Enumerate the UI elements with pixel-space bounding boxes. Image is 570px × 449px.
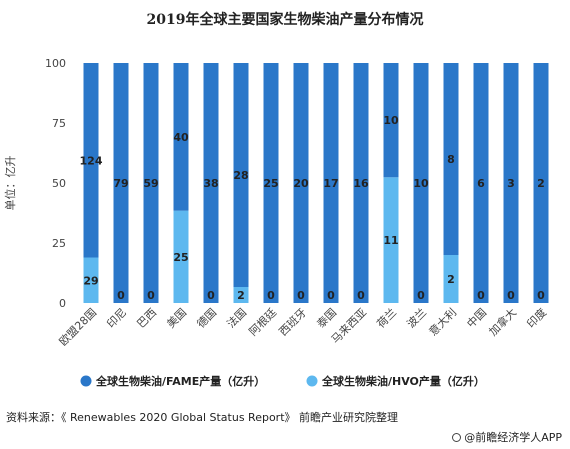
y-axis-label: 单位：亿升 [3, 156, 17, 211]
y-tick-label: 50 [52, 177, 66, 190]
data-label-fame: 10 [413, 177, 429, 190]
y-tick-label: 100 [45, 57, 66, 70]
bar-fame [173, 63, 189, 211]
bar-hvo [443, 255, 459, 303]
data-label-fame: 28 [233, 169, 248, 182]
data-label-hvo: 0 [117, 289, 125, 302]
data-label-fame: 38 [203, 177, 218, 190]
data-label-hvo: 0 [417, 289, 425, 302]
bar-fame [83, 63, 99, 258]
brand-logo-icon [452, 433, 462, 442]
bar-fame [203, 63, 219, 303]
data-label-fame: 6 [477, 177, 485, 190]
y-axis: 0 25 50 75 100 [45, 57, 66, 310]
bar-hvo [233, 287, 249, 303]
x-tick-label: 印度 [524, 305, 549, 330]
brand-watermark: @前瞻经济学人APP [452, 429, 562, 445]
bar-hvo [83, 257, 99, 303]
bar-fame [533, 63, 549, 303]
data-label-hvo: 2 [237, 289, 245, 302]
x-axis: 欧盟28国 印尼 巴西 美国 德国 法国阿根廷西班牙 泰国马来西亚 荷兰 波兰意大利 中国加拿大印… [57, 305, 549, 348]
x-tick-label: 巴西 [134, 306, 159, 331]
x-tick-label: 德国 [194, 305, 219, 330]
data-label-hvo: 11 [383, 234, 398, 247]
bar-fame [473, 63, 489, 303]
x-tick-label: 欧盟28国 [57, 306, 99, 348]
y-tick-label: 0 [59, 297, 66, 310]
data-label-hvo: 0 [507, 289, 515, 302]
data-label-fame: 3 [507, 177, 515, 190]
x-tick-label: 加拿大 [486, 305, 519, 338]
bar-fame [503, 63, 519, 303]
data-label-hvo: 2 [447, 273, 455, 286]
x-tick-label: 印尼 [104, 306, 129, 331]
data-label-fame: 8 [447, 153, 455, 166]
data-label-fame: 17 [323, 177, 338, 190]
bar-fame [233, 63, 249, 287]
bar-fame [323, 63, 339, 303]
data-label-hvo: 0 [537, 289, 545, 302]
bars: 1242979059040253802822502001701601011100… [80, 63, 549, 303]
bar-hvo [173, 210, 189, 303]
x-tick-label: 中国 [464, 306, 489, 331]
brand-text: @前瞻经济学人APP [464, 431, 562, 444]
legend-marker [80, 375, 92, 387]
data-label-fame: 79 [113, 177, 128, 190]
bar-fame [293, 63, 309, 303]
x-tick-label: 波兰 [404, 306, 429, 331]
bar-fame [143, 63, 159, 303]
x-tick-label: 意大利 [426, 305, 459, 338]
x-tick-label: 泰国 [314, 305, 339, 330]
y-tick-label: 75 [52, 117, 66, 130]
x-tick-label: 西班牙 [277, 306, 310, 339]
bar-fame [113, 63, 129, 303]
legend-label: 全球生物柴油/FAME产量（亿升） [95, 374, 265, 388]
source-note: 资料来源：《 Renewables 2020 Global Status Rep… [6, 411, 399, 424]
data-label-hvo: 0 [147, 289, 155, 302]
bar-fame [413, 63, 429, 303]
data-label-hvo: 0 [297, 289, 305, 302]
chart-title: 2019年全球主要国家生物柴油产量分布情况 [147, 11, 424, 28]
bar-fame [383, 63, 399, 178]
x-tick-label: 法国 [224, 305, 249, 330]
data-label-fame: 10 [383, 114, 399, 127]
data-label-hvo: 25 [173, 251, 188, 264]
data-label-hvo: 0 [207, 289, 215, 302]
x-tick-label: 美国 [164, 306, 189, 331]
data-label-fame: 59 [143, 177, 158, 190]
data-label-hvo: 0 [357, 289, 365, 302]
data-label-fame: 40 [173, 131, 189, 144]
data-label-hvo: 0 [477, 289, 485, 302]
bar-fame [443, 63, 459, 255]
x-tick-label: 荷兰 [374, 306, 399, 331]
data-label-fame: 2 [537, 177, 545, 190]
bar-hvo [383, 177, 399, 303]
data-label-hvo: 29 [83, 274, 98, 287]
legend: 全球生物柴油/FAME产量（亿升） 全球生物柴油/HVO产量（亿升） [80, 374, 485, 388]
data-label-fame: 25 [263, 177, 278, 190]
data-label-fame: 124 [80, 154, 103, 167]
y-tick-label: 25 [52, 237, 66, 250]
legend-marker [306, 375, 318, 387]
data-label-fame: 16 [353, 177, 369, 190]
bar-fame [263, 63, 279, 303]
legend-label: 全球生物柴油/HVO产量（亿升） [321, 374, 485, 388]
data-label-hvo: 0 [327, 289, 335, 302]
bar-fame [353, 63, 369, 303]
data-label-hvo: 0 [267, 289, 275, 302]
x-tick-label: 阿根廷 [246, 305, 279, 338]
data-label-fame: 20 [293, 177, 309, 190]
